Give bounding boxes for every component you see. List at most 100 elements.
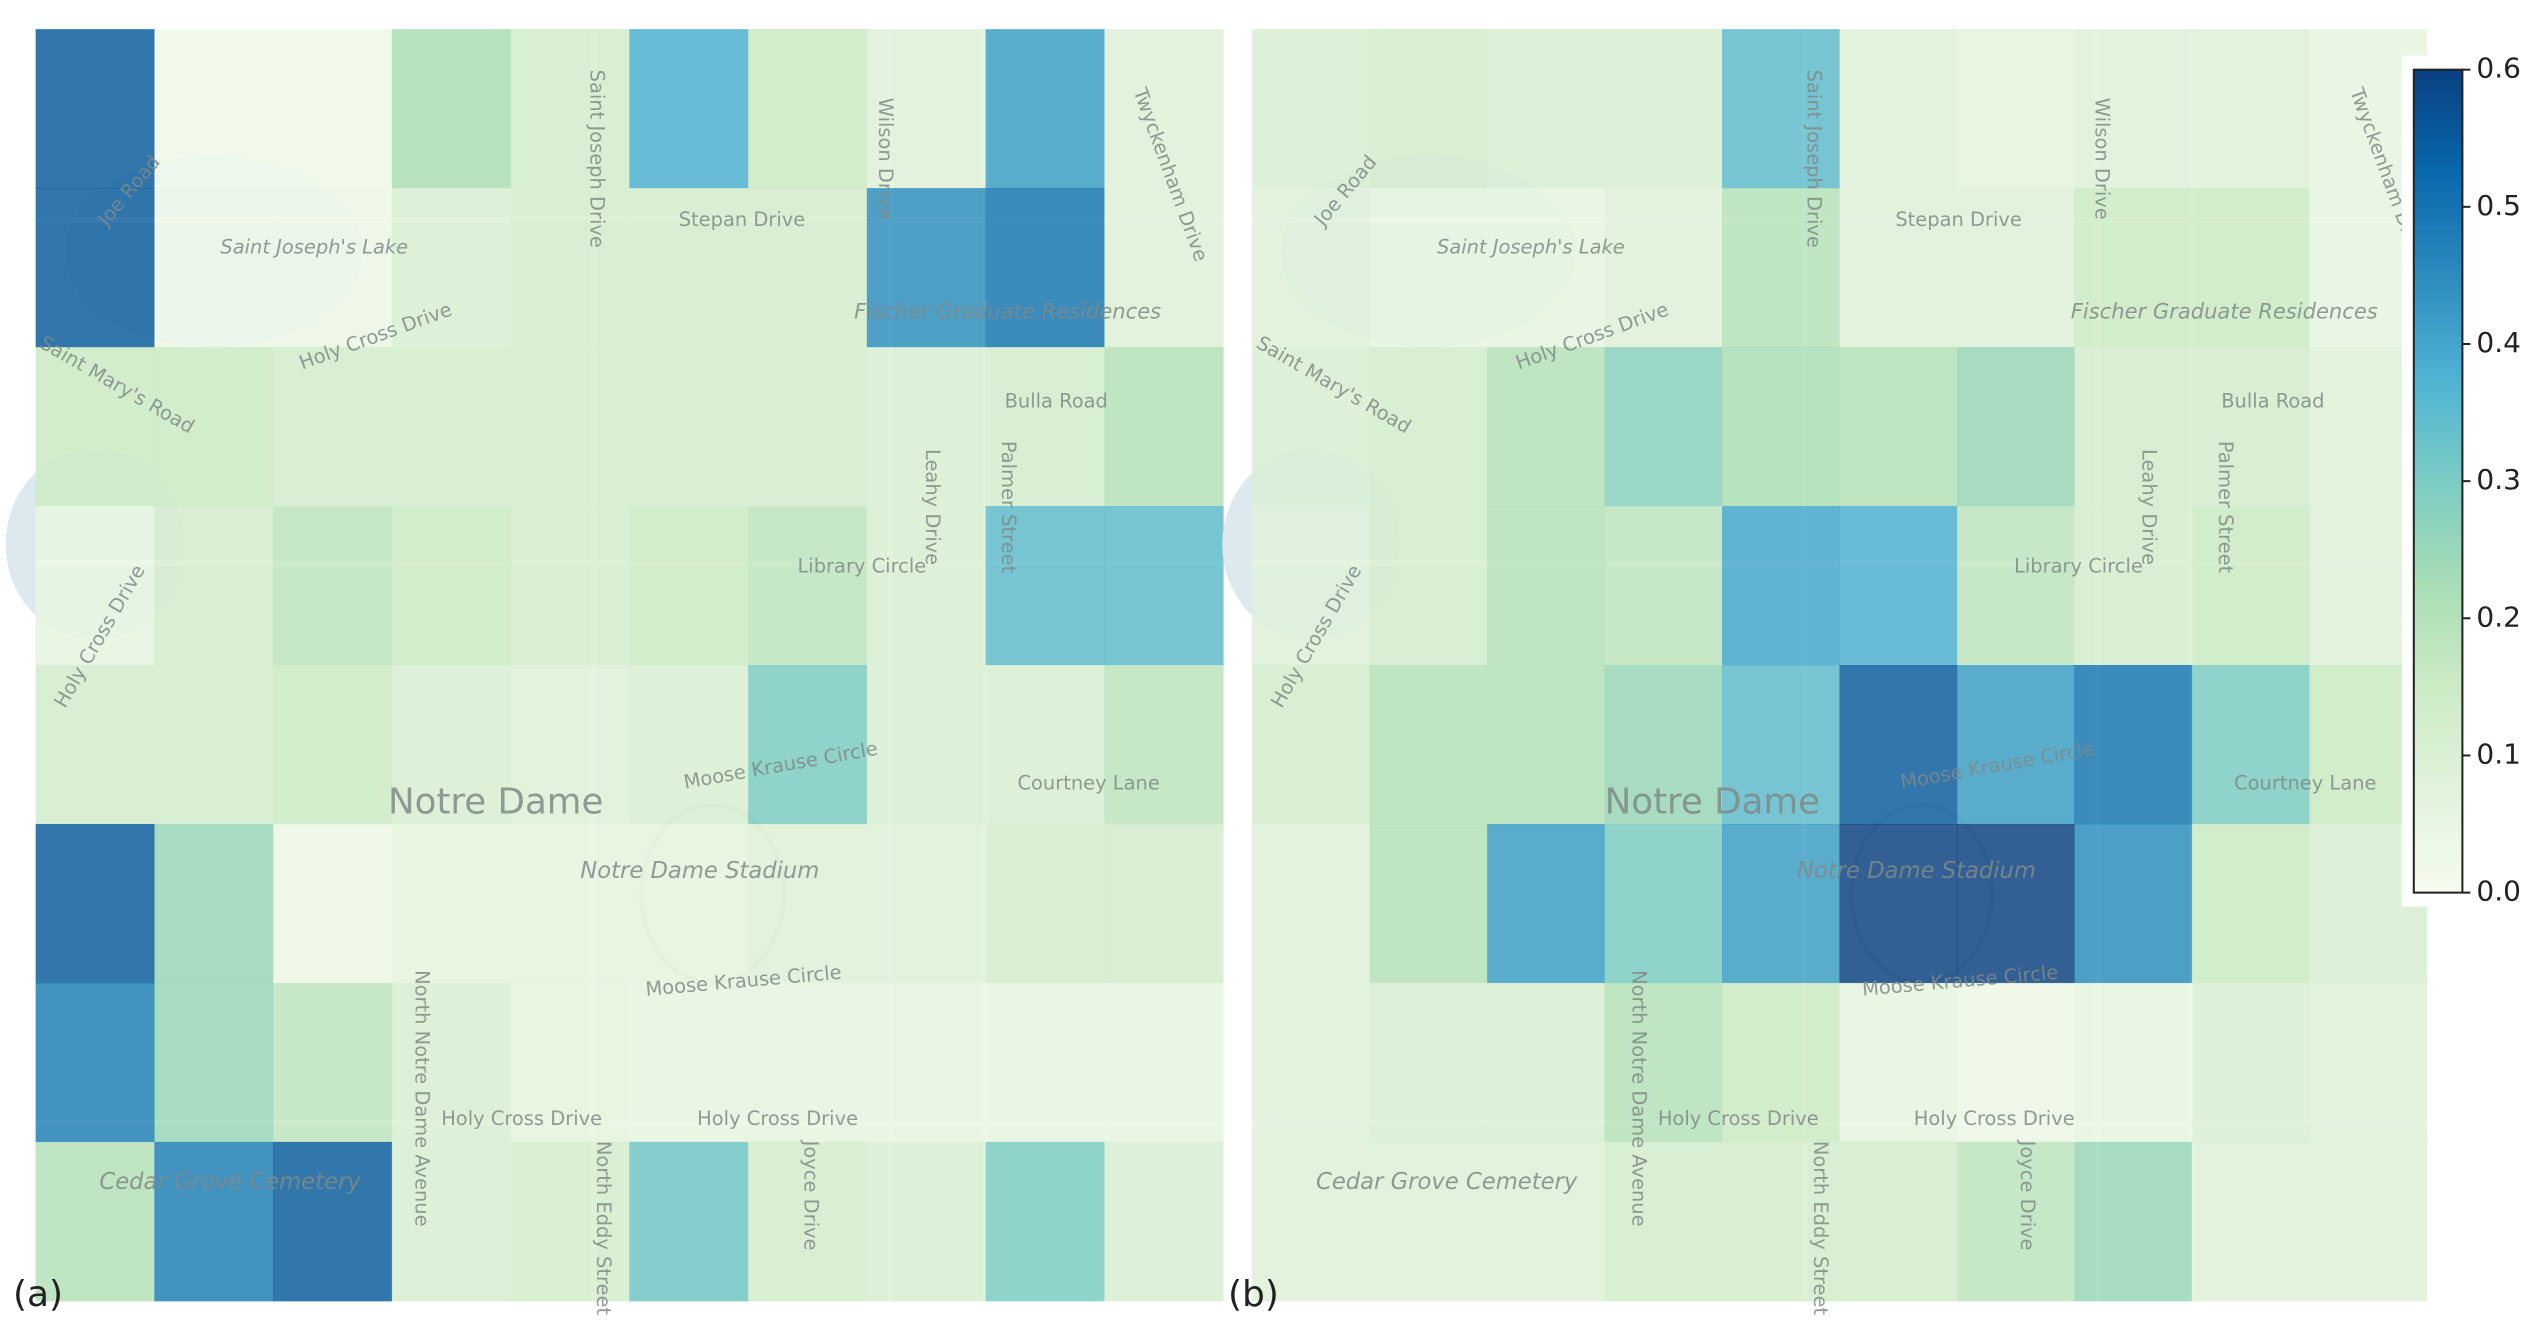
heat-cell	[866, 1141, 987, 1302]
heat-cell	[866, 29, 987, 189]
heat-cell	[1369, 347, 1488, 507]
heat-cell	[985, 506, 1105, 666]
map-label: Joyce Drive	[2016, 1140, 2039, 1251]
map-label: Holy Cross Drive	[697, 1107, 858, 1130]
heat-cell	[35, 823, 155, 984]
map-label: Fischer Graduate Residences	[2071, 299, 2378, 324]
map-label: Joyce Drive	[800, 1140, 823, 1251]
heat-cell	[1252, 665, 1371, 825]
heat-cell	[1722, 982, 1841, 1143]
heat-cell	[1604, 188, 1723, 348]
colorbar-tick-label: 0.6	[2476, 52, 2521, 85]
map-label: Cedar Grove Cemetery	[1316, 1169, 1578, 1195]
heat-cell	[154, 982, 274, 1143]
heat-cell	[1487, 1141, 1606, 1302]
heat-cell	[35, 506, 155, 666]
heat-cell	[1956, 29, 2075, 189]
heat-cell	[35, 1141, 155, 1302]
heat-cell	[35, 188, 155, 348]
heat-cell	[866, 347, 987, 507]
colorbar-tick-label: 0.5	[2476, 189, 2521, 222]
heat-cell	[629, 347, 749, 507]
heat-cell	[2191, 823, 2310, 984]
heat-cell	[1369, 1141, 1488, 1302]
heat-cell	[1104, 665, 1224, 825]
heat-cell	[154, 665, 274, 825]
map-label: Holy Cross Drive	[441, 1107, 602, 1130]
heat-cell	[1487, 347, 1606, 507]
heat-cell	[985, 823, 1105, 984]
heat-cell	[985, 982, 1105, 1143]
heat-cell	[1839, 1141, 1958, 1302]
heat-cell	[391, 506, 512, 666]
heat-cell	[1956, 347, 2075, 507]
heat-cell	[1104, 188, 1224, 348]
heat-cell	[748, 823, 868, 984]
heat-cell	[1104, 823, 1224, 984]
map-label: Saint Joseph's Lake	[220, 235, 408, 258]
heat-cell	[2191, 982, 2310, 1143]
heat-cell	[1604, 347, 1723, 507]
heat-cell	[35, 347, 155, 507]
heat-cell	[1839, 506, 1958, 666]
heat-cell	[866, 982, 987, 1143]
heat-cell	[2191, 29, 2310, 189]
heat-cell	[748, 29, 868, 189]
heat-cell	[1839, 665, 1958, 825]
heat-cell	[1956, 1141, 2075, 1302]
heat-cell	[748, 1141, 868, 1302]
heat-cell	[1487, 665, 1606, 825]
heat-cell	[1104, 982, 1224, 1143]
heat-cell	[273, 506, 393, 666]
heat-cell	[629, 982, 749, 1143]
map-label: Holy Cross Drive	[1914, 1107, 2075, 1130]
map-label: Palmer Street	[2214, 441, 2237, 574]
heat-cell	[391, 823, 512, 984]
heat-cell	[1722, 347, 1841, 507]
heat-cell	[510, 506, 630, 666]
heat-cell	[1252, 823, 1371, 984]
heat-cell	[1252, 188, 1371, 348]
map-label: North Eddy Street	[1809, 1141, 1832, 1316]
heat-cell	[510, 665, 630, 825]
heat-cell	[273, 347, 393, 507]
heat-cell	[2309, 1141, 2428, 1302]
heat-cell	[1839, 982, 1958, 1143]
heat-cell	[748, 665, 868, 825]
heat-cell	[2191, 506, 2310, 666]
heat-cell	[1839, 823, 1958, 984]
heat-cell	[1104, 29, 1224, 189]
heat-cell	[1956, 506, 2075, 666]
heat-cell	[2074, 29, 2193, 189]
map-label: Wilson Drive	[874, 98, 897, 220]
heat-cell	[748, 982, 868, 1143]
heat-cell	[629, 823, 749, 984]
heat-cell	[35, 982, 155, 1143]
map-label: Notre Dame	[1605, 782, 1820, 823]
heat-cell	[866, 188, 987, 348]
heat-cell	[1252, 1141, 1371, 1302]
heat-cell	[510, 823, 630, 984]
heat-cell	[1369, 665, 1488, 825]
map-label: Courtney Lane	[1017, 772, 1159, 795]
map-label: Stepan Drive	[679, 208, 806, 231]
colorbar-tick-label: 0.3	[2476, 463, 2521, 496]
heat-cell	[510, 188, 630, 348]
heat-cell	[1839, 29, 1958, 189]
heat-cell	[273, 1141, 393, 1302]
heat-cell	[866, 823, 987, 984]
heat-cell	[1487, 823, 1606, 984]
colorbar-tick-label: 0.1	[2476, 737, 2521, 770]
heat-cell	[985, 1141, 1105, 1302]
heat-cell	[2191, 188, 2310, 348]
heat-cell	[1956, 665, 2075, 825]
heat-cell	[1369, 188, 1488, 348]
map-label: Stepan Drive	[1895, 208, 2022, 231]
heat-cell	[1369, 506, 1488, 666]
heat-cell	[510, 1141, 630, 1302]
map-label: Library Circle	[797, 555, 926, 578]
heat-cell	[1369, 982, 1488, 1143]
heat-cell	[273, 188, 393, 348]
